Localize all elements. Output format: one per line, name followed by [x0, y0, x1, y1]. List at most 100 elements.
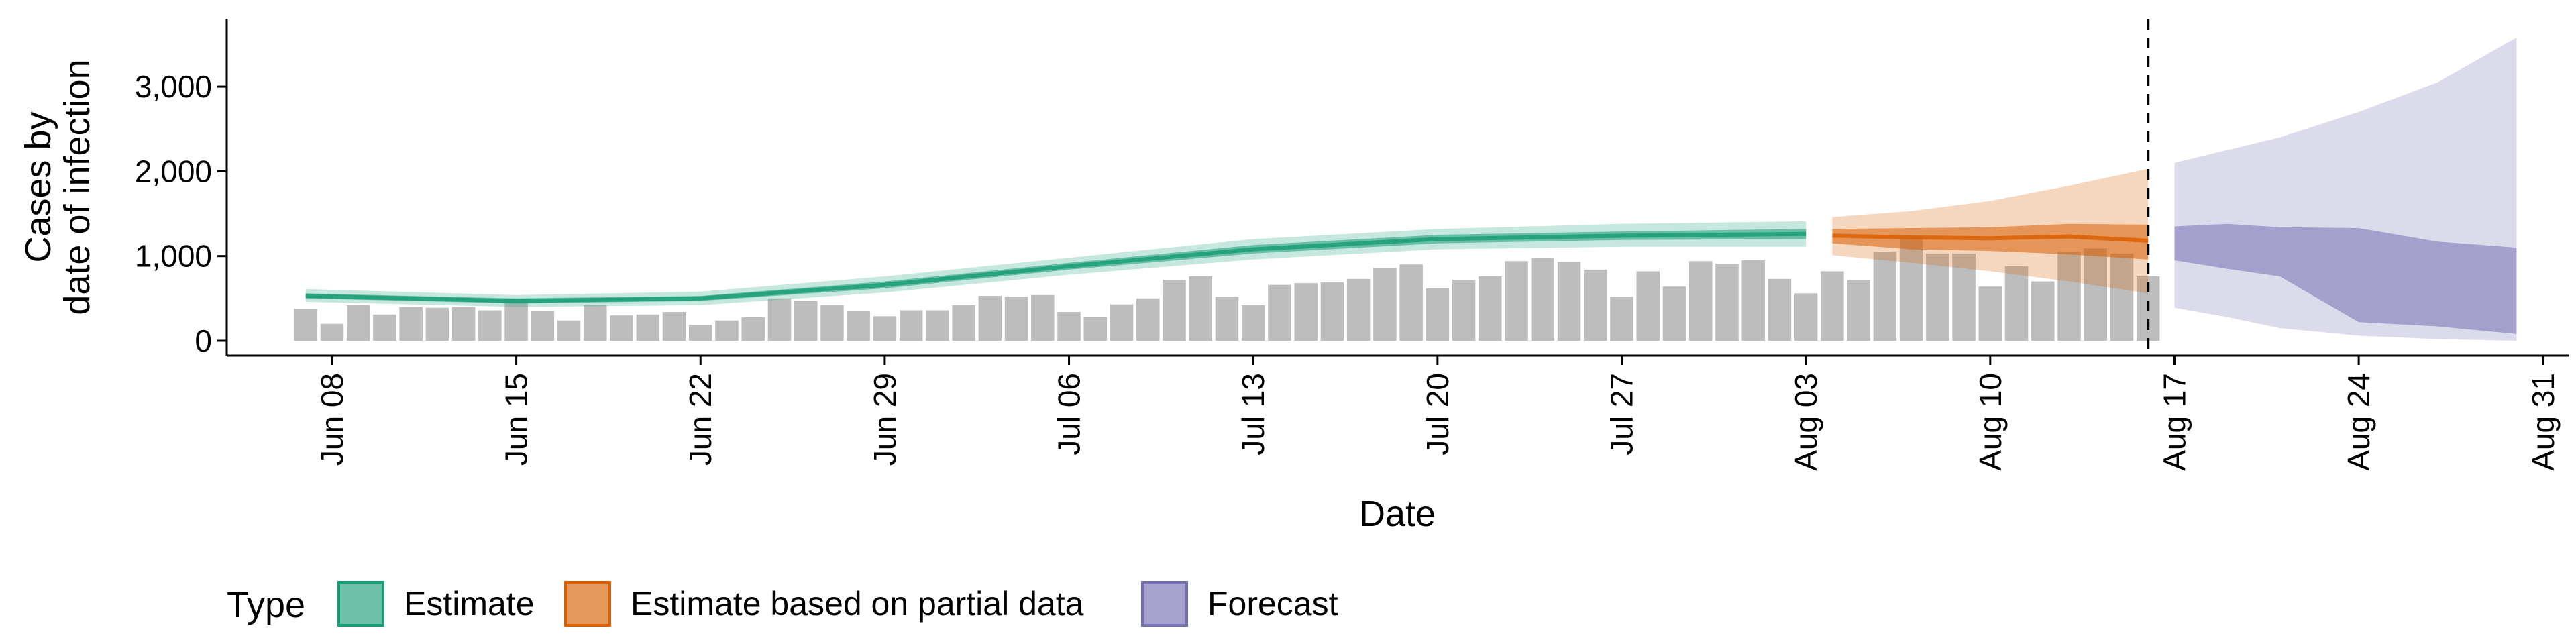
case-bar [1662, 286, 1686, 341]
estimate-bands [305, 37, 2517, 341]
y-tick-label: 1,000 [135, 239, 212, 274]
case-bar [1531, 258, 1555, 341]
case-bar [1346, 278, 1371, 341]
case-bar [1952, 253, 1976, 341]
case-bar [662, 312, 686, 341]
case-bar [1610, 297, 1633, 341]
case-bar [2057, 252, 2081, 341]
x-tick-label: Aug 10 [1973, 373, 2008, 471]
partial-estimate-median-line [1832, 233, 2149, 243]
case-bar [1741, 260, 1765, 341]
x-tick-label: Jun 29 [867, 373, 902, 466]
x-tick-label: Aug 03 [1788, 373, 1823, 471]
legend-label-estimate: Estimate [404, 585, 535, 623]
legend-key-estimate [337, 581, 384, 627]
case-bar [1688, 261, 1713, 341]
case-bar [2031, 281, 2055, 341]
case-bar [1479, 276, 1502, 341]
x-tick-label: Aug 17 [2157, 373, 2192, 471]
case-bar [873, 316, 897, 341]
case-bar [1636, 271, 1660, 341]
x-tick-label: Jun 08 [315, 373, 350, 466]
x-tick-label: Jul 27 [1605, 373, 1640, 455]
y-axis-title-line-1: Cases by [18, 111, 58, 262]
x-axis-title: Date [1359, 494, 1436, 534]
case-bar [1926, 253, 1949, 341]
case-bar [794, 301, 818, 341]
x-tick-label: Jul 13 [1236, 373, 1271, 455]
case-bar [399, 307, 423, 341]
case-bar [373, 314, 396, 341]
y-tick-label: 0 [195, 323, 212, 358]
case-bar [1083, 317, 1108, 341]
case-bar [504, 299, 528, 341]
case-bar [320, 323, 344, 341]
case-bar [1320, 282, 1344, 341]
case-bar [952, 305, 975, 341]
case-bar [1426, 288, 1450, 341]
case-bar [1978, 286, 2002, 341]
partial-estimate-band-50 [1832, 223, 2149, 260]
legend-label-partial: Estimate based on partial data [631, 585, 1084, 623]
case-bar [1004, 297, 1028, 341]
x-tick-label: Jun 15 [499, 373, 534, 466]
case-bar [899, 310, 923, 341]
case-bar [1715, 264, 1739, 341]
case-bar [820, 305, 844, 341]
x-tick-label: Jul 06 [1052, 373, 1087, 455]
y-axis-ticks: 0 1,000 2,000 3,000 [135, 69, 227, 358]
y-tick-label: 2,000 [135, 154, 212, 189]
case-bar [688, 325, 712, 341]
case-bar [1189, 276, 1212, 341]
legend-key-partial [564, 581, 611, 627]
y-tick-label: 3,000 [135, 69, 212, 104]
case-bar [2004, 266, 2029, 341]
case-bar [978, 296, 1002, 341]
case-bar [557, 320, 581, 341]
legend-key-forecast [1141, 581, 1188, 627]
case-bar [1794, 293, 1818, 341]
case-bar [451, 307, 476, 341]
case-bar [1873, 252, 1897, 341]
case-bar [926, 310, 949, 341]
case-bars [294, 236, 2160, 341]
case-bar [610, 315, 633, 341]
case-bar [478, 310, 502, 341]
case-bar [741, 317, 765, 341]
case-bar [1268, 284, 1291, 341]
case-bar [1452, 280, 1476, 341]
case-bar [1505, 261, 1528, 341]
x-tick-label: Aug 31 [2526, 373, 2561, 471]
case-bar [1399, 264, 1423, 341]
case-bar [2110, 253, 2134, 341]
x-axis-ticks: Jun 08 Jun 15 Jun 22 Jun 29 Jul 06 Jul 13 Jul … [315, 356, 2561, 471]
y-axis-title-line-2: date of infection [57, 59, 97, 315]
case-bar [1163, 280, 1186, 341]
case-bar [847, 311, 870, 341]
x-tick-label: Jun 22 [683, 373, 718, 466]
case-bar [1110, 304, 1134, 341]
forecast-band-50 [2174, 223, 2517, 334]
case-bar [1584, 269, 1607, 341]
case-bar [636, 314, 660, 341]
x-tick-label: Aug 24 [2341, 373, 2376, 471]
case-bar [346, 305, 370, 341]
case-bar [2084, 248, 2108, 341]
case-bar [1768, 278, 1792, 341]
case-bar [1241, 305, 1265, 341]
case-bar [1557, 262, 1581, 341]
case-bar [425, 307, 449, 341]
legend-label-forecast: Forecast [1208, 585, 1338, 623]
case-bar [715, 320, 739, 341]
x-tick-label: Jul 20 [1420, 373, 1455, 455]
case-bar [584, 305, 607, 341]
case-bar [1057, 312, 1081, 341]
case-bar [1373, 268, 1397, 341]
legend-title: Type [227, 585, 305, 625]
case-bar [1294, 283, 1318, 341]
case-bar [1031, 294, 1055, 341]
case-bar [1847, 280, 1870, 341]
legend: Type Estimate Estimate based on partial … [227, 581, 1338, 627]
estimate-median-line [305, 231, 1807, 303]
